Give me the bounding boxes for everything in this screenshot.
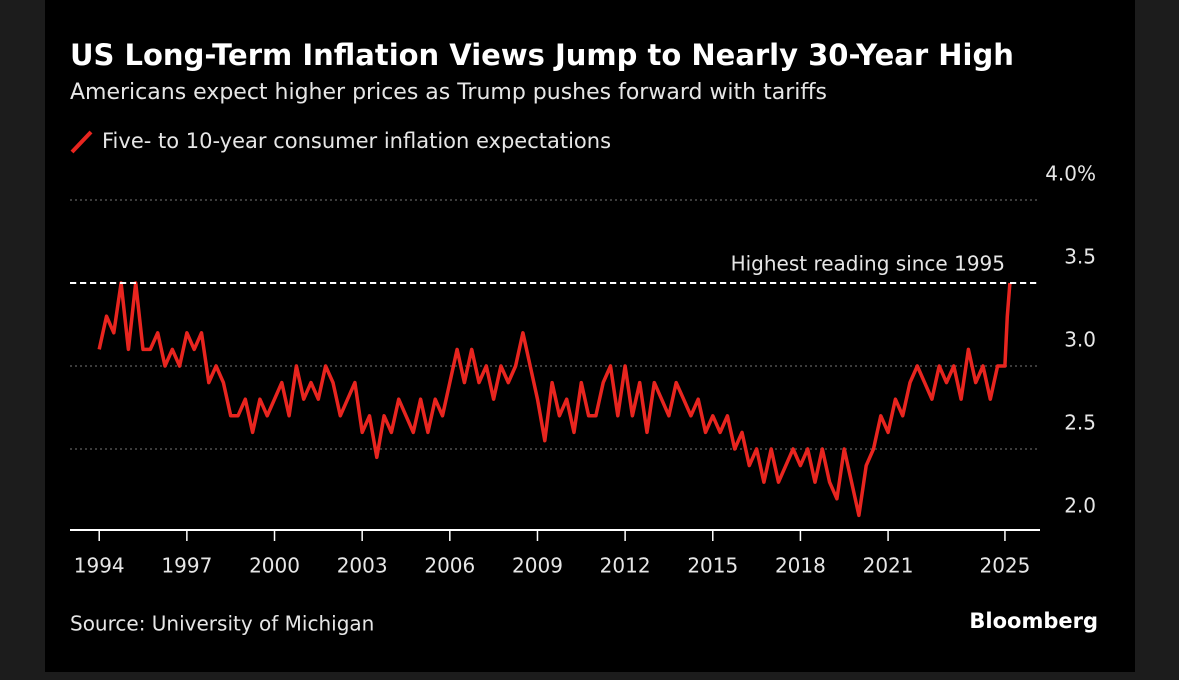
background (45, 0, 1135, 672)
y-tick-label: 4.0% (1045, 162, 1096, 186)
x-tick-label: 1997 (161, 554, 212, 578)
x-tick-label: 2009 (512, 554, 563, 578)
series-line (97, 281, 1012, 518)
y-tick-label: 2.5 (1064, 411, 1096, 435)
x-tick-label: 2006 (424, 554, 475, 578)
brand: Bloomberg (969, 609, 1098, 633)
x-tick-label: 2015 (687, 554, 738, 578)
x-tick-label: 2025 (979, 554, 1030, 578)
x-tick-label: 2018 (775, 554, 826, 578)
x-tick-label: 2021 (863, 554, 914, 578)
x-tick-label: 1994 (74, 554, 125, 578)
chart-subtitle: Americans expect higher prices as Trump … (70, 80, 827, 105)
y-tick-label: 3.5 (1064, 245, 1096, 269)
source: Source: University of Michigan (70, 612, 374, 636)
annotation: Highest reading since 1995 (731, 252, 1005, 276)
x-tick-label: 2000 (249, 554, 300, 578)
x-tick-label: 2003 (337, 554, 388, 578)
y-tick-label: 2.0 (1064, 494, 1096, 518)
y-tick-label: 3.0 (1064, 328, 1096, 352)
legend-label: Five- to 10-year consumer inflation expe… (102, 129, 611, 153)
chart-title: US Long-Term Inflation Views Jump to Nea… (70, 38, 1014, 72)
x-tick-label: 2012 (600, 554, 651, 578)
legend-swatch (70, 130, 93, 154)
